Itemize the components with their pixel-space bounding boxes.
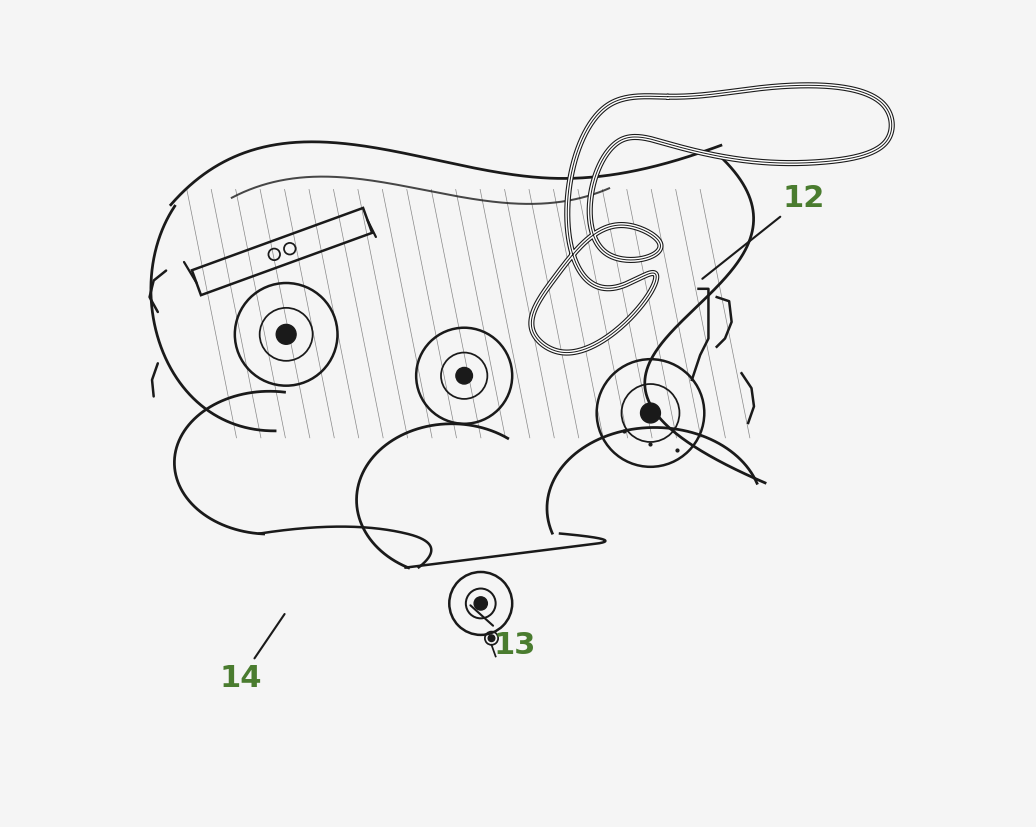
- Text: 12: 12: [702, 184, 826, 280]
- Circle shape: [640, 404, 660, 423]
- Circle shape: [456, 368, 472, 385]
- Text: 13: 13: [470, 605, 536, 660]
- Text: 14: 14: [220, 614, 285, 693]
- Circle shape: [488, 635, 495, 642]
- Circle shape: [277, 325, 296, 345]
- Circle shape: [474, 597, 487, 610]
